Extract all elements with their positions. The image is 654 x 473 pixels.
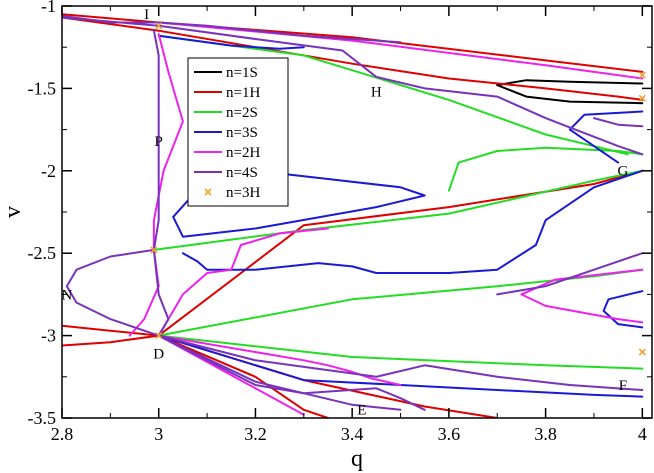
- point-label-E: E: [357, 403, 366, 419]
- legend-label: n=1S: [226, 65, 258, 81]
- point-label-F: F: [619, 378, 627, 394]
- series-line-n4S-28: [65, 248, 160, 337]
- series-line-n4S-27: [152, 29, 170, 337]
- series-line-n2H-21: [157, 227, 329, 337]
- y-tick-label: -2: [41, 161, 56, 181]
- series-line-n2H-24: [157, 334, 402, 386]
- x-tick-label: 3: [154, 424, 163, 444]
- x-tick-label: 4: [638, 424, 647, 444]
- legend-label: n=1H: [226, 85, 260, 101]
- x-axis-title: q: [351, 446, 363, 472]
- series-line-n1H-6: [62, 324, 160, 337]
- x-tick-label: 3.4: [341, 424, 364, 444]
- axes-layer: 2.8 3 3.2 3.4 3.6 3.8 4 -1 -1.5 -2 -2.5 -3 -3.5: [28, 0, 653, 444]
- marker-n3H-2: [155, 332, 163, 340]
- series-line-n2S-12: [447, 146, 644, 192]
- series-line-n4S-32: [496, 252, 644, 296]
- point-label-H: H: [371, 85, 382, 101]
- legend-label: n=4S: [226, 165, 258, 181]
- y-axis-title: v: [0, 206, 26, 218]
- series-line-n3S-17: [568, 110, 644, 164]
- point-label-P: P: [155, 134, 163, 150]
- legend-label: n=3S: [226, 125, 258, 141]
- y-tick-label: -3: [41, 326, 56, 346]
- point-label-N: N: [61, 287, 72, 303]
- y-tick-label: -2.5: [28, 243, 57, 263]
- marker-n3H-5: [638, 348, 646, 356]
- point-label-I: I: [144, 7, 149, 23]
- series-line-n3S-18: [602, 290, 644, 329]
- x-tick-label: 2.8: [51, 424, 74, 444]
- marker-n3H-0: [155, 22, 163, 30]
- x-tick-label: 3.6: [438, 424, 461, 444]
- marker-layer: [150, 22, 646, 356]
- x-tick-label: 3.8: [534, 424, 557, 444]
- series-line-n4S-26: [62, 16, 644, 156]
- legend-label: n=2H: [226, 145, 260, 161]
- series-line-n1H-8: [157, 334, 329, 418]
- series-line-n4S-29: [62, 14, 402, 44]
- series-layer: [62, 13, 644, 418]
- series-line-n1S-1: [496, 84, 644, 105]
- series-line-n2S-11: [157, 334, 644, 370]
- series-line-n1H-3: [62, 13, 644, 73]
- series-line-n1H-5: [62, 334, 160, 347]
- y-tick-label: -1.5: [28, 78, 57, 98]
- series-line-n3S-19: [157, 334, 644, 398]
- marker-n3H-3: [638, 71, 646, 79]
- legend-swatch: [204, 188, 212, 196]
- series-line-n1S-0: [496, 79, 644, 87]
- point-label-D: D: [153, 347, 164, 363]
- series-line-n3S-16: [181, 169, 644, 274]
- series-line-n4S-34: [593, 117, 644, 128]
- series-line-n1H-4: [157, 169, 644, 337]
- point-labels: I H P G N D F E: [61, 7, 628, 419]
- series-line-n2H-20: [128, 33, 184, 337]
- legend-label: n=3H: [226, 185, 260, 201]
- point-label-G: G: [618, 164, 629, 180]
- legend-label: n=2S: [226, 105, 258, 121]
- series-line-n4S-30: [157, 334, 644, 391]
- y-tick-label: -1: [41, 0, 56, 16]
- marker-n3H-4: [638, 94, 646, 102]
- series-line-n2S-13: [157, 34, 629, 156]
- legend: n=1S n=1H n=2S n=3S n=2H n=4S n=3H: [187, 57, 289, 207]
- series-line-n1H-2: [62, 16, 644, 101]
- series-line-n3S-14: [157, 34, 305, 50]
- series-line-n2S-9: [152, 169, 644, 251]
- series-line-n4S-33: [157, 334, 426, 411]
- y-tick-label: -3.5: [28, 408, 57, 428]
- marker-n3H-1: [150, 246, 158, 254]
- x-tick-label: 3.2: [244, 424, 267, 444]
